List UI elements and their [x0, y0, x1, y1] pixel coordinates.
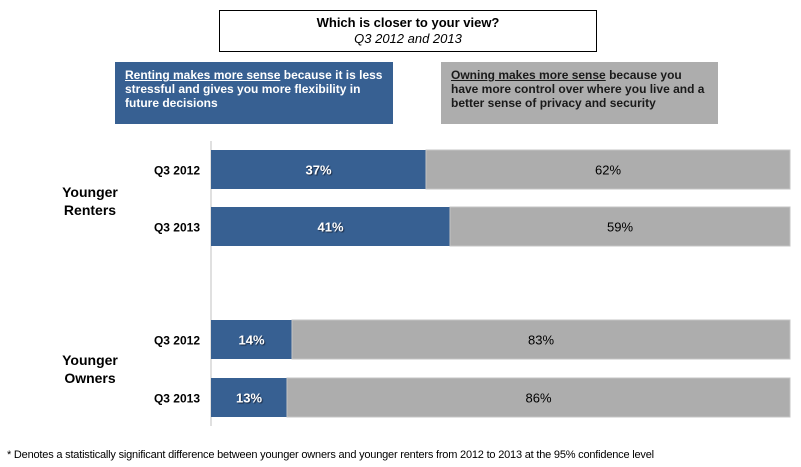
data-label-renting: 37%: [305, 163, 331, 178]
bar-renting: [211, 150, 426, 189]
bar-owning: [449, 206, 791, 247]
data-label-owning: 86%: [525, 391, 551, 406]
bar-owning: [425, 149, 791, 190]
bar-renting: [211, 378, 287, 417]
bar-owning: [286, 377, 791, 418]
data-label-owning: 62%: [595, 163, 621, 178]
bar-owning: [291, 319, 791, 360]
category-label: Q3 2012: [154, 334, 200, 348]
footnote: * Denotes a statistically significant di…: [7, 449, 654, 461]
legend-owning-text: because you have more control over where…: [451, 68, 705, 110]
bar-renting: [211, 207, 450, 246]
group-label-younger-owners: Younger Owners: [62, 352, 118, 386]
data-label-renting: 13%: [236, 391, 262, 406]
chart-title: Which is closer to your view?: [316, 15, 500, 30]
data-label-renting: 41%: [317, 220, 343, 235]
legend-item-renting: Renting makes more sense because it is l…: [115, 62, 393, 124]
legend-owning-heading: Owning makes more sense: [451, 68, 606, 82]
group-label-younger-renters: Younger Renters: [62, 184, 118, 218]
bar-renting: [211, 320, 292, 359]
data-label-owning: 83%: [528, 333, 554, 348]
category-label: Q3 2013: [154, 392, 200, 406]
legend-renting-heading: Renting makes more sense: [125, 68, 281, 82]
chart-title-box: Which is closer to your view? Q3 2012 an…: [219, 10, 597, 52]
data-label-owning: 59%: [607, 220, 633, 235]
data-label-renting: 14%: [238, 333, 264, 348]
category-label: Q3 2012: [154, 164, 200, 178]
legend-renting-text: because it is less stressful and gives y…: [125, 68, 383, 110]
chart-subtitle: Q3 2012 and 2013: [354, 31, 462, 46]
category-label: Q3 2013: [154, 221, 200, 235]
legend-item-owning: Owning makes more sense because you have…: [441, 62, 718, 124]
